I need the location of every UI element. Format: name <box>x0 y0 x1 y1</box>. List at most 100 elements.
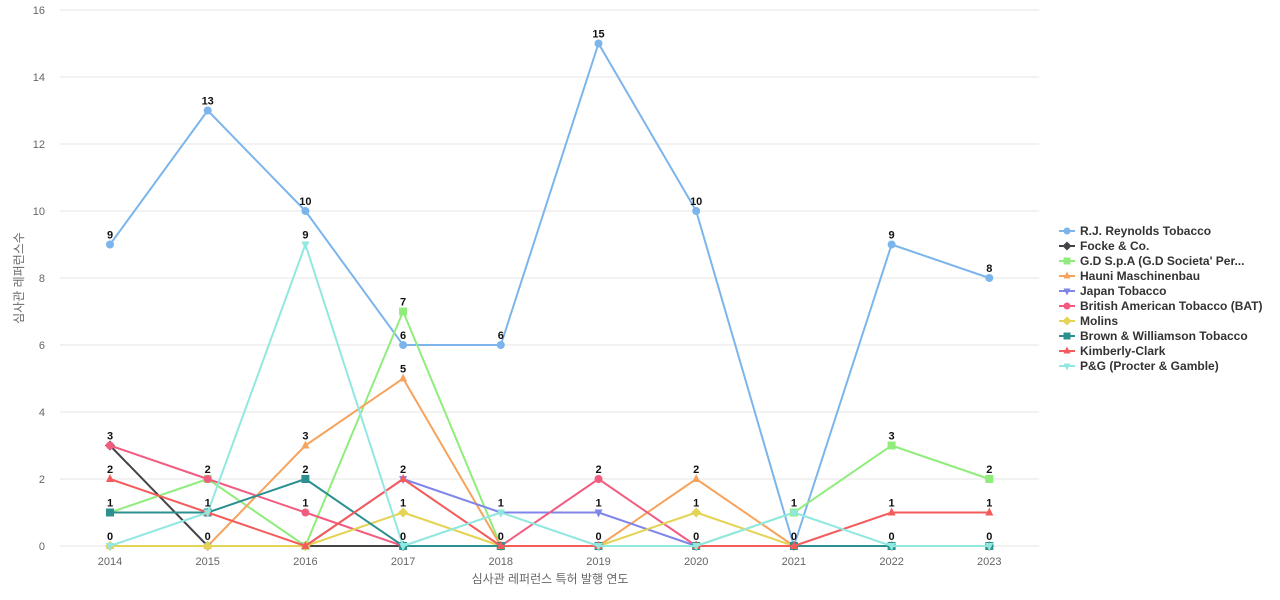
data-label: 1 <box>205 498 211 510</box>
data-point[interactable] <box>692 474 701 482</box>
data-point[interactable] <box>202 541 213 551</box>
data-point[interactable] <box>106 474 114 482</box>
data-label: 8 <box>986 263 992 275</box>
legend-marker <box>1063 288 1071 296</box>
data-label: 6 <box>400 330 406 342</box>
legend-item[interactable]: Japan Tobacco <box>1059 284 1166 298</box>
data-label: 1 <box>986 498 992 510</box>
series-9 <box>106 241 994 551</box>
data-point[interactable] <box>985 475 994 483</box>
data-point[interactable] <box>789 509 798 518</box>
y-tick-label: 6 <box>39 340 45 352</box>
data-point[interactable] <box>594 39 603 48</box>
x-tick-label: 2015 <box>195 556 219 568</box>
legend-item[interactable]: Brown & Williamson Tobacco <box>1059 329 1248 343</box>
legend-item[interactable]: R.J. Reynolds Tobacco <box>1059 224 1211 238</box>
y-tick-label: 8 <box>39 273 45 285</box>
data-point[interactable] <box>692 207 701 215</box>
data-point[interactable] <box>887 441 896 450</box>
data-point[interactable] <box>789 541 798 549</box>
y-axis-ticks: 0 2 4 6 8 10 12 14 16 <box>33 5 45 553</box>
legend-item[interactable]: British American Tobacco (BAT) <box>1059 299 1262 313</box>
data-point[interactable] <box>203 509 212 518</box>
legend-label: R.J. Reynolds Tobacco <box>1080 224 1211 238</box>
y-axis-title: 심사관 레퍼런스수 <box>12 232 26 324</box>
data-label: 0 <box>986 531 992 543</box>
data-point[interactable] <box>887 543 896 551</box>
legend-marker <box>1063 363 1071 371</box>
data-point[interactable] <box>301 440 310 449</box>
legend-item[interactable]: Focke & Co. <box>1059 239 1149 253</box>
x-tick-label: 2020 <box>684 556 708 568</box>
y-tick-label: 14 <box>33 72 45 84</box>
data-label: 13 <box>202 96 214 108</box>
legend-label: Kimberly-Clark <box>1080 344 1166 358</box>
legend-label: Japan Tobacco <box>1080 284 1166 298</box>
data-point[interactable] <box>691 507 702 518</box>
data-label: 1 <box>791 498 797 510</box>
data-point[interactable] <box>985 274 994 282</box>
data-point[interactable] <box>106 441 114 450</box>
series-line <box>109 243 990 547</box>
data-point[interactable] <box>594 509 603 518</box>
data-point[interactable] <box>692 543 701 551</box>
legend-label: Brown & Williamson Tobacco <box>1080 329 1248 343</box>
data-label: 1 <box>107 498 113 510</box>
legend-marker <box>1062 316 1072 326</box>
data-point[interactable] <box>106 508 114 517</box>
data-point[interactable] <box>106 240 114 249</box>
data-point[interactable] <box>203 106 212 115</box>
series-line <box>109 444 990 547</box>
data-point[interactable] <box>496 541 505 549</box>
legend-label: Focke & Co. <box>1080 239 1149 253</box>
data-point[interactable] <box>399 474 408 482</box>
legend-label: Hauni Maschinenbau <box>1080 269 1200 283</box>
legend-item[interactable]: P&G (Procter & Gamble) <box>1059 359 1219 373</box>
legend-label: British American Tobacco (BAT) <box>1080 299 1262 313</box>
data-point[interactable] <box>985 507 994 516</box>
y-tick-label: 16 <box>33 5 45 17</box>
legend-item[interactable]: Hauni Maschinenbau <box>1059 269 1200 283</box>
data-label: 0 <box>205 531 211 543</box>
series-lines <box>105 39 995 551</box>
legend-item[interactable]: Molins <box>1059 314 1118 328</box>
legend-marker <box>1063 257 1071 265</box>
data-point[interactable] <box>399 307 408 316</box>
x-axis-title: 심사관 레퍼런스 특허 발행 연도 <box>472 571 629 586</box>
data-point[interactable] <box>301 508 310 517</box>
x-tick-label: 2023 <box>977 556 1001 568</box>
y-tick-label: 4 <box>39 407 45 419</box>
data-point[interactable] <box>301 241 310 250</box>
data-point[interactable] <box>301 475 310 483</box>
data-point[interactable] <box>399 341 408 349</box>
data-label: 5 <box>400 364 406 376</box>
legend-item[interactable]: Kimberly-Clark <box>1059 344 1166 358</box>
data-point[interactable] <box>496 341 505 349</box>
data-point[interactable] <box>496 509 505 518</box>
data-point[interactable] <box>398 507 409 518</box>
data-label: 9 <box>889 230 895 242</box>
x-tick-label: 2018 <box>489 556 513 568</box>
data-point[interactable] <box>887 507 896 516</box>
legend-item[interactable]: G.D S.p.A (G.D Societa' Per... <box>1059 254 1244 268</box>
data-point[interactable] <box>106 543 114 551</box>
x-tick-label: 2014 <box>98 556 122 568</box>
data-label: 0 <box>498 531 504 543</box>
data-point[interactable] <box>203 475 212 483</box>
data-label: 3 <box>889 431 895 443</box>
data-point[interactable] <box>985 543 994 551</box>
data-label: 1 <box>693 498 699 510</box>
data-point[interactable] <box>887 240 896 249</box>
data-point[interactable] <box>399 543 408 551</box>
series-line <box>109 444 990 547</box>
data-point[interactable] <box>594 475 603 483</box>
data-point[interactable] <box>594 543 603 551</box>
series-line <box>110 377 990 547</box>
data-point[interactable] <box>301 541 310 549</box>
data-label: 3 <box>107 431 113 443</box>
data-label: 10 <box>299 196 311 208</box>
data-point[interactable] <box>301 207 310 215</box>
data-label: 0 <box>889 531 895 543</box>
data-point[interactable] <box>399 373 408 382</box>
